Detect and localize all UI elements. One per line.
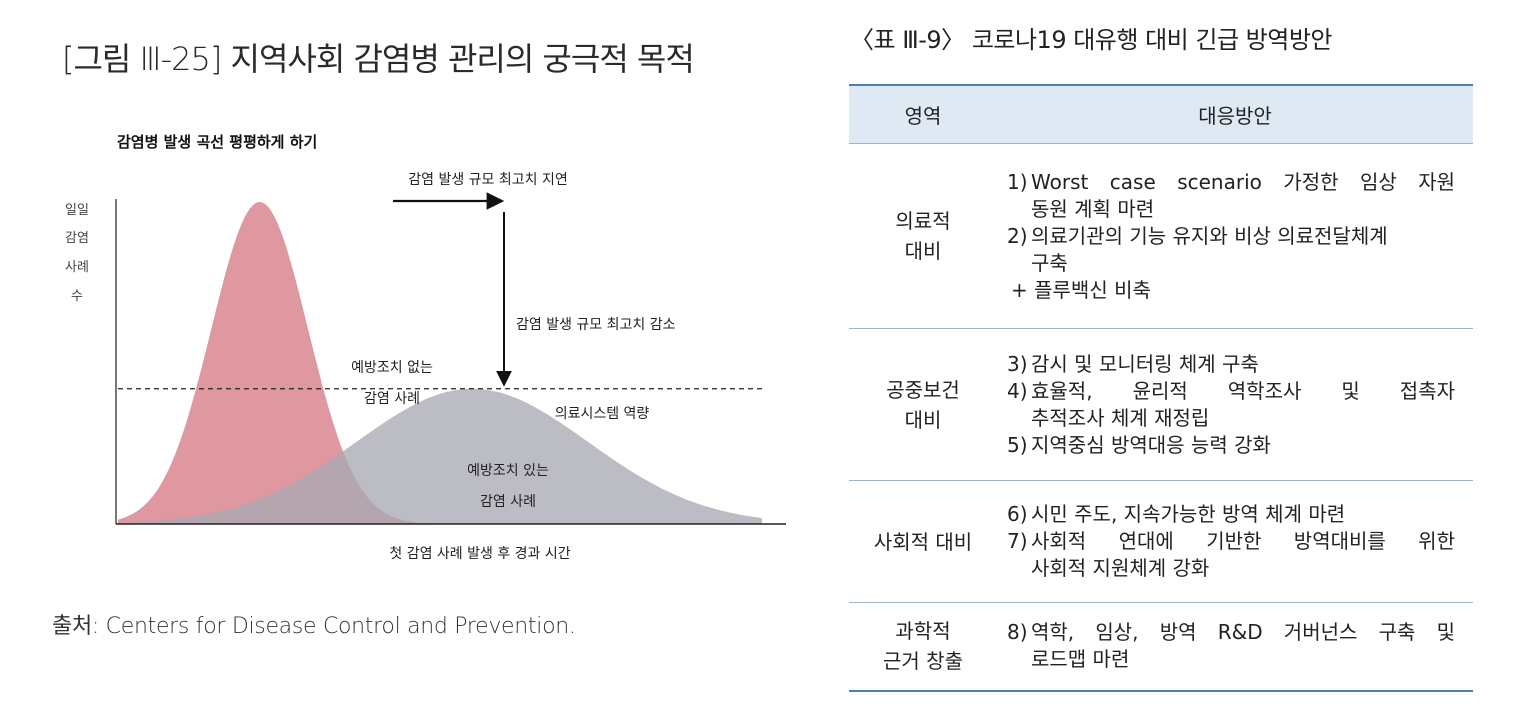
- table-row: 의료적 대비 1) Worst case scenario 가정한 임상 자원 …: [849, 143, 1473, 329]
- area-label: 대비: [904, 239, 942, 263]
- series-label-unprotected: 감염 사례: [364, 391, 420, 407]
- area-cell: 공중보건 대비: [849, 328, 997, 481]
- x-axis-label: 첫 감염 사례 발생 후 경과 시간: [389, 546, 570, 562]
- area-label: 공중보건: [886, 377, 960, 402]
- response-measures-table: 영역 대응방안 의료적 대비 1) Worst case scenario 가정…: [849, 84, 1473, 692]
- item-text: Worst case scenario 가정한 임상 자원: [1031, 169, 1455, 194]
- plan-item-continued: 구축: [1007, 250, 1455, 277]
- plan-cell: 3) 감시 및 모니터링 체계 구축 4) 효율적, 윤리적 역학조사 및 접촉…: [997, 328, 1473, 481]
- item-number: 8): [1007, 620, 1028, 645]
- y-axis-label-line: 감염: [65, 231, 89, 246]
- figure-title: [그림 Ⅲ-25] 지역사회 감염병 관리의 궁극적 목적: [62, 40, 695, 78]
- table-row: 공중보건 대비 3) 감시 및 모니터링 체계 구축 4) 효율적, 윤리적 역…: [849, 328, 1473, 481]
- item-number: 7): [1007, 529, 1028, 553]
- series-label-unprotected: 예방조치 없는: [351, 360, 433, 376]
- y-axis-label-line: 수: [71, 289, 83, 304]
- area-cell: 사회적 대비: [849, 480, 997, 603]
- plan-item-continued: 로드맵 마련: [1007, 646, 1455, 673]
- item-number: 1): [1007, 169, 1028, 194]
- series-area-protected: [118, 388, 762, 524]
- plan-cell: 6) 시민 주도, 지속가능한 방역 체계 마련 7) 사회적 연대에 기반한 …: [997, 480, 1473, 603]
- figure-source: 출처: Centers for Disease Control and Prev…: [52, 614, 576, 639]
- table-header-row: 영역 대응방안: [849, 84, 1473, 144]
- area-label: 근거 창출: [883, 649, 963, 674]
- item-text: 효율적, 윤리적 역학조사 및 접촉자: [1031, 378, 1455, 403]
- plan-item: 1) Worst case scenario 가정한 임상 자원: [1007, 169, 1455, 196]
- annotation-peak-delay: 감염 발생 규모 최고치 지연: [408, 172, 567, 188]
- y-axis-label-line: 일일: [65, 203, 89, 218]
- item-text: 추적조사 체계 재정립: [1031, 405, 1210, 430]
- item-number: 6): [1007, 502, 1028, 526]
- series-area-unprotected: [118, 202, 762, 524]
- plan-item: 2) 의료기관의 기능 유지와 비상 의료전달체계: [1007, 223, 1455, 250]
- plan-item: 3) 감시 및 모니터링 체계 구축: [1007, 351, 1455, 378]
- series-label-protected: 예방조치 있는: [467, 463, 549, 479]
- plan-item: 8) 역학, 임상, 방역 R&D 거버넌스 구축 및: [1007, 619, 1455, 646]
- plan-item: 4) 효율적, 윤리적 역학조사 및 접촉자: [1007, 378, 1455, 405]
- item-text: 사회적 연대에 기반한 방역대비를 위한: [1031, 529, 1455, 553]
- y-axis-label-line: 사례: [65, 260, 89, 275]
- item-number: 4): [1007, 378, 1028, 403]
- item-text: 역학, 임상, 방역 R&D 거버넌스 구축 및: [1031, 620, 1455, 645]
- area-cell: 과학적 근거 창출: [849, 602, 997, 692]
- plan-item-continued: 추적조사 체계 재정립: [1007, 405, 1455, 432]
- item-number: 3): [1007, 351, 1028, 376]
- area-label: 의료적: [895, 209, 951, 233]
- area-label: 대비: [904, 407, 942, 432]
- item-text: + 플루백신 비축: [1011, 277, 1151, 302]
- epidemic-curve-chart: 감염 발생 규모 최고치 지연 감염 발생 규모 최고치 감소 의료시스템 역량…: [115, 172, 786, 562]
- capacity-line-label: 의료시스템 역량: [555, 406, 650, 422]
- plan-item: 7) 사회적 연대에 기반한 방역대비를 위한: [1007, 528, 1455, 555]
- item-text: 동원 계획 마련: [1031, 196, 1155, 221]
- area-label: 사회적 대비: [873, 529, 973, 554]
- plan-item: 5) 지역중심 방역대응 능력 강화: [1007, 432, 1455, 459]
- plan-cell: 8) 역학, 임상, 방역 R&D 거버넌스 구축 및 로드맵 마련: [997, 602, 1473, 692]
- item-number: 5): [1007, 432, 1028, 457]
- plan-item: + 플루백신 비축: [1007, 277, 1455, 304]
- item-text: 구축: [1031, 250, 1068, 275]
- plan-item-continued: 사회적 지원체계 강화: [1007, 555, 1455, 582]
- item-text: 의료기관의 기능 유지와 비상 의료전달체계: [1031, 223, 1388, 248]
- plan-item-continued: 동원 계획 마련: [1007, 196, 1455, 223]
- area-label: 과학적: [895, 619, 951, 644]
- column-header-area: 영역: [849, 84, 997, 144]
- table-caption: 〈표 Ⅲ-9〉 코로나19 대유행 대비 긴급 방역방안: [850, 26, 1333, 54]
- item-text: 지역중심 방역대응 능력 강화: [1031, 432, 1271, 457]
- chart-title: 감염병 발생 곡선 평평하게 하기: [117, 133, 318, 151]
- item-text: 사회적 지원체계 강화: [1031, 556, 1210, 580]
- plan-item: 6) 시민 주도, 지속가능한 방역 체계 마련: [1007, 501, 1455, 528]
- item-text: 감시 및 모니터링 체계 구축: [1031, 351, 1259, 376]
- item-number: 2): [1007, 223, 1028, 248]
- area-cell: 의료적 대비: [849, 143, 997, 329]
- table-row: 과학적 근거 창출 8) 역학, 임상, 방역 R&D 거버넌스 구축 및 로드…: [849, 602, 1473, 692]
- item-text: 로드맵 마련: [1031, 647, 1130, 672]
- item-text: 시민 주도, 지속가능한 방역 체계 마련: [1031, 502, 1346, 526]
- series-label-protected: 감염 사례: [480, 494, 536, 510]
- plan-cell: 1) Worst case scenario 가정한 임상 자원 동원 계획 마…: [997, 143, 1473, 329]
- table-row: 사회적 대비 6) 시민 주도, 지속가능한 방역 체계 마련 7) 사회적 연…: [849, 480, 1473, 603]
- column-header-plan: 대응방안: [997, 84, 1473, 144]
- annotation-peak-reduction: 감염 발생 규모 최고치 감소: [516, 317, 676, 333]
